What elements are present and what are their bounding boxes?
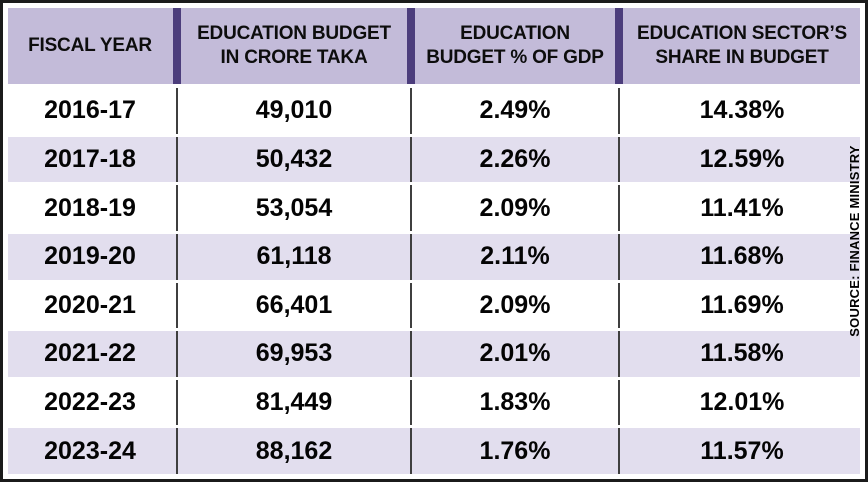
table-row: 2022-23 81,449 1.83% 12.01% [8,379,860,426]
cell-budget-pct-gdp: 2.09% [479,290,551,319]
column-divider [172,331,182,377]
header-fiscal-year: FISCAL YEAR [8,8,172,84]
column-divider [172,8,182,84]
column-divider [172,88,182,134]
table-row: 2020-21 66,401 2.09% 11.69% [8,282,860,329]
cell-budget-crore-taka: 88,162 [255,436,333,465]
column-divider [406,282,416,329]
column-divider [406,185,416,231]
cell-fiscal-year: 2022-23 [44,388,136,417]
cell-budget-crore-taka: 61,118 [256,242,332,271]
cell-fiscal-year: 2021-22 [44,339,136,368]
column-divider [172,379,182,426]
table-row: 2017-18 50,432 2.26% 12.59% [8,136,860,183]
column-divider [172,136,182,183]
column-divider [406,428,416,474]
column-divider [614,331,624,377]
column-divider [614,88,624,134]
cell-budget-pct-gdp: 2.11% [480,242,550,271]
cell-budget-crore-taka: 49,010 [255,96,333,125]
table-row: 2016-17 49,010 2.49% 14.38% [8,88,860,134]
cell-sector-share: 14.38% [699,96,785,125]
header-sector-share: EDUCATION SECTOR’S SHARE IN BUDGET [624,8,860,84]
table-row: 2018-19 53,054 2.09% 11.41% [8,185,860,231]
column-divider [614,428,624,474]
cell-budget-pct-gdp: 2.09% [479,193,551,222]
header-budget-pct-gdp: EDUCATION BUDGET % OF GDP [416,8,614,84]
header-label: EDUCATION SECTOR’S [637,23,847,45]
header-label: SHARE IN BUDGET [655,47,829,68]
header-label: IN CRORE TAKA [220,47,368,68]
table-row: 2021-22 69,953 2.01% 11.58% [8,331,860,377]
cell-budget-pct-gdp: 2.49% [479,96,551,125]
cell-sector-share: 11.57% [700,436,784,465]
table-body: 2016-17 49,010 2.49% 14.38% 2017-18 50,4… [8,88,860,474]
source-credit: SOURCE: FINANCE MINISTRY [847,145,862,337]
table-header: FISCAL YEAR EDUCATION BUDGET IN CRORE TA… [8,8,860,84]
cell-sector-share: 11.41% [700,193,784,222]
table-row: 2023-24 88,162 1.76% 11.57% [8,428,860,474]
cell-fiscal-year: 2020-21 [44,290,136,319]
column-divider [172,185,182,231]
header-education-budget: EDUCATION BUDGET IN CRORE TAKA [182,8,406,84]
cell-sector-share: 11.69% [700,290,784,319]
cell-fiscal-year: 2016-17 [44,96,136,125]
cell-sector-share: 11.68% [700,242,784,271]
table-row: 2019-20 61,118 2.11% 11.68% [8,233,860,280]
column-divider [406,233,416,280]
column-divider [614,136,624,183]
column-divider [406,379,416,426]
cell-budget-crore-taka: 53,054 [255,193,333,222]
cell-fiscal-year: 2018-19 [44,193,136,222]
cell-fiscal-year: 2017-18 [44,144,136,173]
column-divider [406,331,416,377]
column-divider [614,185,624,231]
column-divider [614,282,624,329]
cell-budget-pct-gdp: 2.01% [479,339,551,368]
cell-fiscal-year: 2019-20 [44,242,136,271]
column-divider [406,8,416,84]
cell-budget-pct-gdp: 1.83% [479,388,551,417]
cell-sector-share: 12.59% [699,144,785,173]
header-label: BUDGET % OF GDP [426,47,604,68]
cell-budget-crore-taka: 66,401 [255,290,333,319]
column-divider [172,282,182,329]
header-label: EDUCATION BUDGET [197,23,391,45]
cell-budget-crore-taka: 69,953 [255,339,333,368]
cell-budget-crore-taka: 50,432 [255,144,333,173]
cell-sector-share: 11.58% [700,339,784,368]
column-divider [172,233,182,280]
cell-budget-crore-taka: 81,449 [255,388,333,417]
column-divider [406,88,416,134]
cell-budget-pct-gdp: 1.76% [479,436,551,465]
cell-sector-share: 12.01% [699,388,785,417]
header-label: FISCAL YEAR [28,35,152,57]
column-divider [614,8,624,84]
column-divider [614,379,624,426]
cell-budget-pct-gdp: 2.26% [479,144,551,173]
column-divider [614,233,624,280]
column-divider [172,428,182,474]
column-divider [406,136,416,183]
cell-fiscal-year: 2023-24 [44,436,136,465]
header-label: EDUCATION [460,23,570,45]
